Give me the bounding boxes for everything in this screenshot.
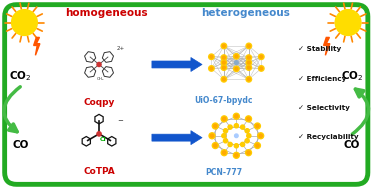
Text: ✓ Efficiency: ✓ Efficiency: [298, 76, 346, 81]
Circle shape: [234, 53, 239, 59]
Circle shape: [246, 55, 252, 60]
Text: ✓ Selectivity: ✓ Selectivity: [298, 105, 350, 111]
Circle shape: [222, 117, 226, 121]
Circle shape: [258, 133, 264, 139]
Circle shape: [212, 143, 218, 149]
Circle shape: [214, 144, 217, 147]
Polygon shape: [324, 37, 330, 55]
Text: ✓ Stability: ✓ Stability: [298, 46, 341, 53]
Circle shape: [235, 55, 238, 58]
Circle shape: [234, 144, 238, 148]
Circle shape: [221, 60, 226, 65]
Circle shape: [234, 124, 238, 128]
Circle shape: [235, 134, 238, 138]
Circle shape: [247, 134, 251, 138]
Circle shape: [235, 67, 238, 70]
Circle shape: [209, 133, 215, 139]
Circle shape: [246, 65, 252, 70]
Circle shape: [259, 134, 262, 137]
Circle shape: [248, 56, 250, 59]
Circle shape: [222, 78, 225, 81]
Circle shape: [234, 66, 239, 72]
FancyArrowPatch shape: [152, 57, 202, 71]
Circle shape: [246, 60, 252, 65]
Circle shape: [222, 66, 225, 69]
Text: ✓ Recyclability: ✓ Recyclability: [298, 134, 358, 140]
Circle shape: [247, 117, 250, 121]
Circle shape: [255, 143, 260, 149]
Circle shape: [255, 123, 260, 129]
Circle shape: [258, 54, 264, 60]
Circle shape: [235, 115, 238, 118]
Circle shape: [221, 150, 227, 156]
FancyBboxPatch shape: [4, 5, 368, 184]
Circle shape: [221, 65, 226, 70]
Circle shape: [221, 55, 226, 60]
Circle shape: [335, 10, 361, 35]
Circle shape: [228, 142, 232, 146]
Circle shape: [221, 77, 226, 82]
Circle shape: [233, 113, 239, 119]
Circle shape: [246, 77, 252, 82]
Circle shape: [248, 61, 250, 64]
Circle shape: [246, 116, 252, 122]
Circle shape: [222, 151, 226, 154]
Circle shape: [256, 124, 259, 128]
Circle shape: [212, 123, 218, 129]
FancyArrowPatch shape: [352, 89, 369, 134]
Circle shape: [246, 150, 252, 156]
Circle shape: [97, 132, 101, 136]
Circle shape: [222, 61, 225, 64]
Circle shape: [234, 61, 238, 65]
Text: CO$_2$: CO$_2$: [341, 69, 363, 83]
Text: CO: CO: [12, 140, 28, 150]
Circle shape: [222, 134, 226, 138]
Circle shape: [248, 45, 250, 47]
Text: CH₃: CH₃: [97, 77, 104, 81]
Text: CoTPA: CoTPA: [83, 167, 115, 176]
Text: Cl: Cl: [100, 137, 106, 142]
Circle shape: [221, 43, 226, 49]
Text: −: −: [117, 119, 123, 124]
FancyArrowPatch shape: [4, 87, 20, 132]
Circle shape: [221, 116, 227, 122]
Circle shape: [256, 144, 259, 147]
Circle shape: [210, 134, 214, 137]
Circle shape: [248, 78, 250, 81]
Circle shape: [235, 154, 238, 157]
Circle shape: [224, 139, 228, 143]
Circle shape: [246, 43, 252, 49]
Circle shape: [247, 151, 250, 154]
Circle shape: [209, 54, 214, 60]
Text: homogeneous: homogeneous: [65, 8, 148, 18]
Circle shape: [214, 124, 217, 128]
Text: CO: CO: [344, 140, 360, 150]
Circle shape: [222, 56, 225, 59]
Circle shape: [258, 66, 264, 71]
Circle shape: [245, 129, 249, 133]
Circle shape: [245, 139, 249, 143]
Circle shape: [210, 55, 213, 58]
Circle shape: [12, 10, 37, 35]
FancyArrowPatch shape: [152, 131, 202, 145]
Polygon shape: [34, 37, 40, 55]
Text: Coqpy: Coqpy: [83, 98, 115, 107]
Circle shape: [224, 129, 228, 133]
Circle shape: [233, 152, 239, 158]
Circle shape: [228, 125, 232, 129]
Text: heterogeneous: heterogeneous: [201, 8, 290, 18]
Circle shape: [260, 67, 262, 70]
Text: PCN-777: PCN-777: [205, 168, 242, 177]
Circle shape: [97, 62, 101, 67]
Circle shape: [240, 125, 244, 129]
Circle shape: [210, 67, 213, 70]
Text: UiO-67-bpydc: UiO-67-bpydc: [194, 96, 253, 105]
Text: 2+: 2+: [117, 46, 125, 51]
Text: CO$_2$: CO$_2$: [9, 69, 32, 83]
Circle shape: [240, 142, 244, 146]
Circle shape: [209, 66, 214, 71]
Circle shape: [222, 45, 225, 47]
Circle shape: [260, 55, 262, 58]
Circle shape: [248, 66, 250, 69]
